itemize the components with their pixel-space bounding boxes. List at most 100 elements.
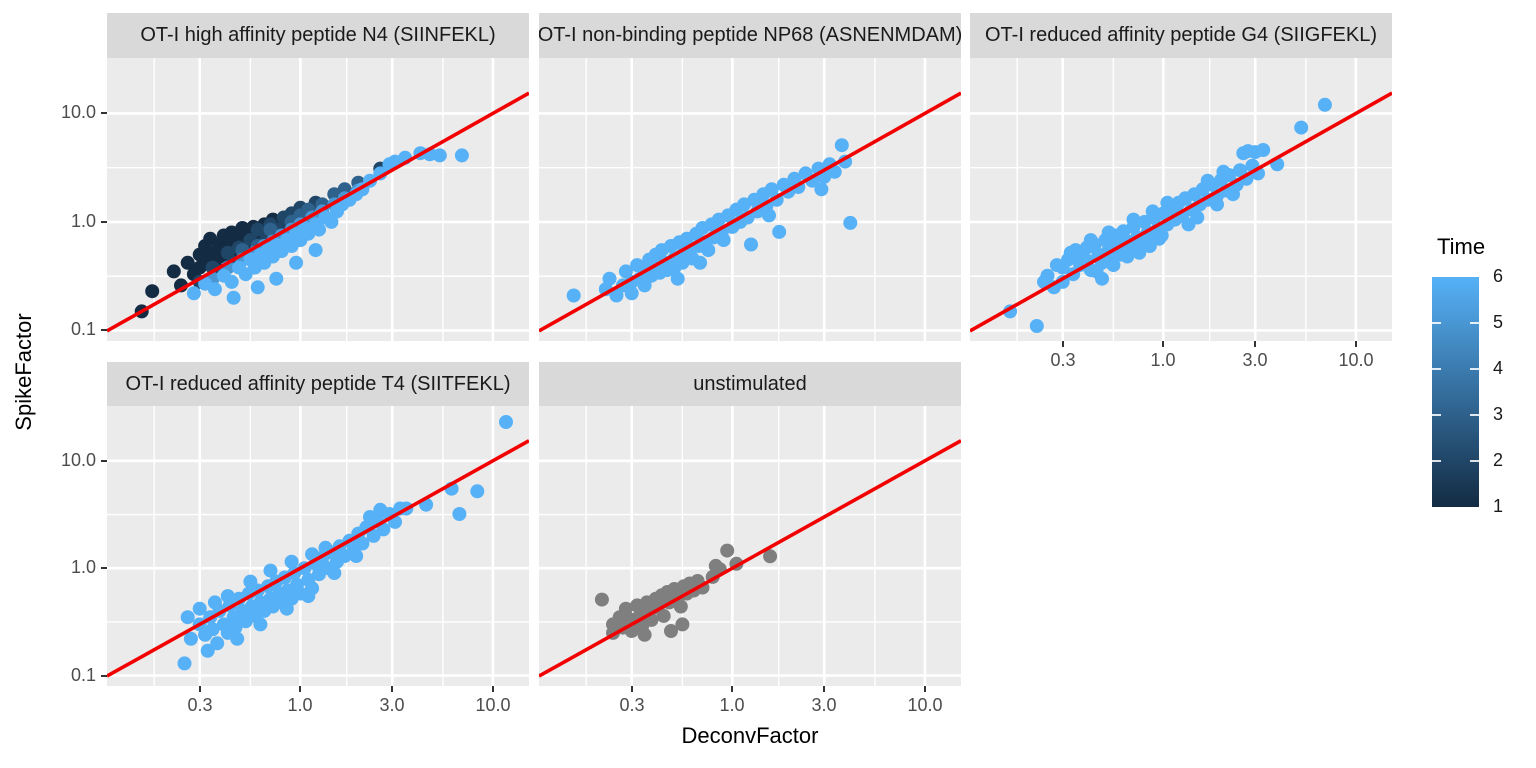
- x-axis-tick-label: 3.0: [379, 695, 405, 715]
- facet-strip-label: OT-I reduced affinity peptide G4 (SIIGFE…: [970, 13, 1392, 58]
- scatter-point: [470, 484, 485, 499]
- scatter-point: [1049, 258, 1064, 273]
- scatter-point: [226, 290, 241, 305]
- scatter-point: [602, 271, 617, 286]
- y-axis-tick-label: 10.0: [60, 102, 96, 122]
- scatter-point: [192, 601, 207, 616]
- scatter-point: [656, 608, 671, 623]
- scatter-point: [207, 282, 222, 297]
- scatter-point: [1190, 210, 1205, 225]
- identity-reference-line: [107, 439, 529, 678]
- facet-panel: [107, 58, 529, 341]
- scatter-point: [1294, 120, 1309, 135]
- scatter-point: [373, 502, 388, 517]
- x-axis-tick-label: 3.0: [811, 695, 837, 715]
- scatter-point: [1132, 245, 1147, 260]
- scatter-point: [1063, 245, 1078, 260]
- scatter-point: [349, 549, 364, 563]
- y-axis-tick-label: 0.1: [70, 319, 96, 339]
- scatter-point: [701, 243, 716, 258]
- scatter-point: [1152, 231, 1167, 246]
- scatter-point: [764, 182, 779, 197]
- x-axis-tick-label: 3.0: [1242, 350, 1268, 370]
- legend-gradient-bar: [1432, 277, 1479, 507]
- scatter-point: [1083, 233, 1098, 248]
- scatter-point: [1095, 271, 1109, 286]
- y-axis-tick: [101, 112, 107, 114]
- scatter-point: [210, 636, 225, 651]
- facet-title-text: OT-I reduced affinity peptide T4 (SIITFE…: [125, 372, 511, 395]
- facet-title-text: OT-I high affinity peptide N4 (SIINFEKL): [140, 24, 496, 46]
- scatter-point: [289, 255, 304, 270]
- facet-panel: [970, 58, 1392, 341]
- scatter-point: [250, 280, 265, 295]
- scatter-point: [609, 288, 624, 303]
- scatter-point: [670, 271, 685, 286]
- panel-background: [539, 406, 961, 686]
- scatter-point: [454, 148, 469, 163]
- x-axis-tick-label: 1.0: [719, 695, 745, 715]
- x-axis-tick-label: 10.0: [475, 695, 511, 715]
- scatter-point: [1126, 212, 1141, 227]
- identity-reference-line: [539, 91, 961, 333]
- scatter-point: [284, 554, 299, 569]
- x-axis-tick-label: 10.0: [907, 695, 943, 715]
- legend-colorbar-tick: [1470, 460, 1479, 462]
- scatter-point: [624, 286, 639, 301]
- scatter-point: [1160, 195, 1175, 210]
- scatter-point: [200, 643, 215, 658]
- facet-panel: [539, 406, 961, 686]
- scatter-point: [432, 148, 447, 163]
- facet-title-text: unstimulated: [693, 372, 807, 395]
- scatter-point: [675, 617, 690, 632]
- legend-colorbar-tick: [1432, 414, 1441, 416]
- identity-reference-line: [970, 91, 1392, 333]
- scatter-point: [205, 622, 220, 637]
- x-axis-tick: [391, 686, 393, 692]
- scatter-point: [814, 182, 829, 197]
- identity-reference-line: [107, 91, 529, 333]
- legend-colorbar-tick: [1470, 322, 1479, 324]
- scatter-point: [1317, 97, 1332, 112]
- x-axis-tick: [823, 686, 825, 692]
- x-axis-title: DeconvFactor: [681, 723, 819, 748]
- legend-tick-label: 3: [1493, 404, 1504, 424]
- scatter-point: [1216, 164, 1231, 179]
- scatter-point: [664, 624, 678, 638]
- facet-panel: [539, 58, 961, 341]
- scatter-point: [618, 601, 633, 616]
- legend-colorbar-tick: [1470, 414, 1479, 416]
- y-axis-tick: [101, 567, 107, 569]
- x-axis-tick: [731, 686, 733, 692]
- scatter-point: [1226, 187, 1240, 202]
- scatter-point: [637, 278, 652, 293]
- x-axis-tick: [1062, 341, 1064, 347]
- scatter-point: [301, 589, 316, 604]
- scatter-point: [594, 592, 609, 607]
- scatter-point: [363, 510, 377, 524]
- scatter-point: [720, 543, 735, 558]
- facet-panel: [107, 406, 529, 686]
- x-axis-tick: [199, 686, 201, 692]
- scatter-point: [279, 601, 294, 616]
- x-axis-tick: [924, 686, 926, 692]
- facet-title-text: OT-I reduced affinity peptide G4 (SIIGFE…: [984, 24, 1378, 46]
- scatter-point: [263, 222, 278, 237]
- scatter-point: [1145, 204, 1160, 219]
- facet-title-text: OT-I non-binding peptide NP68 (ASNENMDAM…: [539, 24, 961, 46]
- y-axis-tick: [101, 675, 107, 677]
- y-axis-tick-label: 1.0: [70, 557, 96, 577]
- scatter-point: [772, 224, 787, 239]
- scatter-point: [1210, 197, 1224, 212]
- x-axis-tick-label: 10.0: [1338, 350, 1374, 370]
- scatter-point: [324, 214, 339, 229]
- facet-strip-label: unstimulated: [539, 362, 961, 406]
- x-axis-tick: [299, 686, 301, 692]
- scatter-point: [566, 288, 581, 303]
- legend-colorbar-tick: [1470, 368, 1479, 370]
- facet-strip-label: OT-I reduced affinity peptide T4 (SIITFE…: [107, 362, 529, 406]
- scatter-point: [618, 264, 633, 279]
- y-axis-tick-label: 0.1: [70, 665, 96, 685]
- x-axis-tick: [1162, 341, 1164, 347]
- legend-title: Time: [1437, 234, 1486, 259]
